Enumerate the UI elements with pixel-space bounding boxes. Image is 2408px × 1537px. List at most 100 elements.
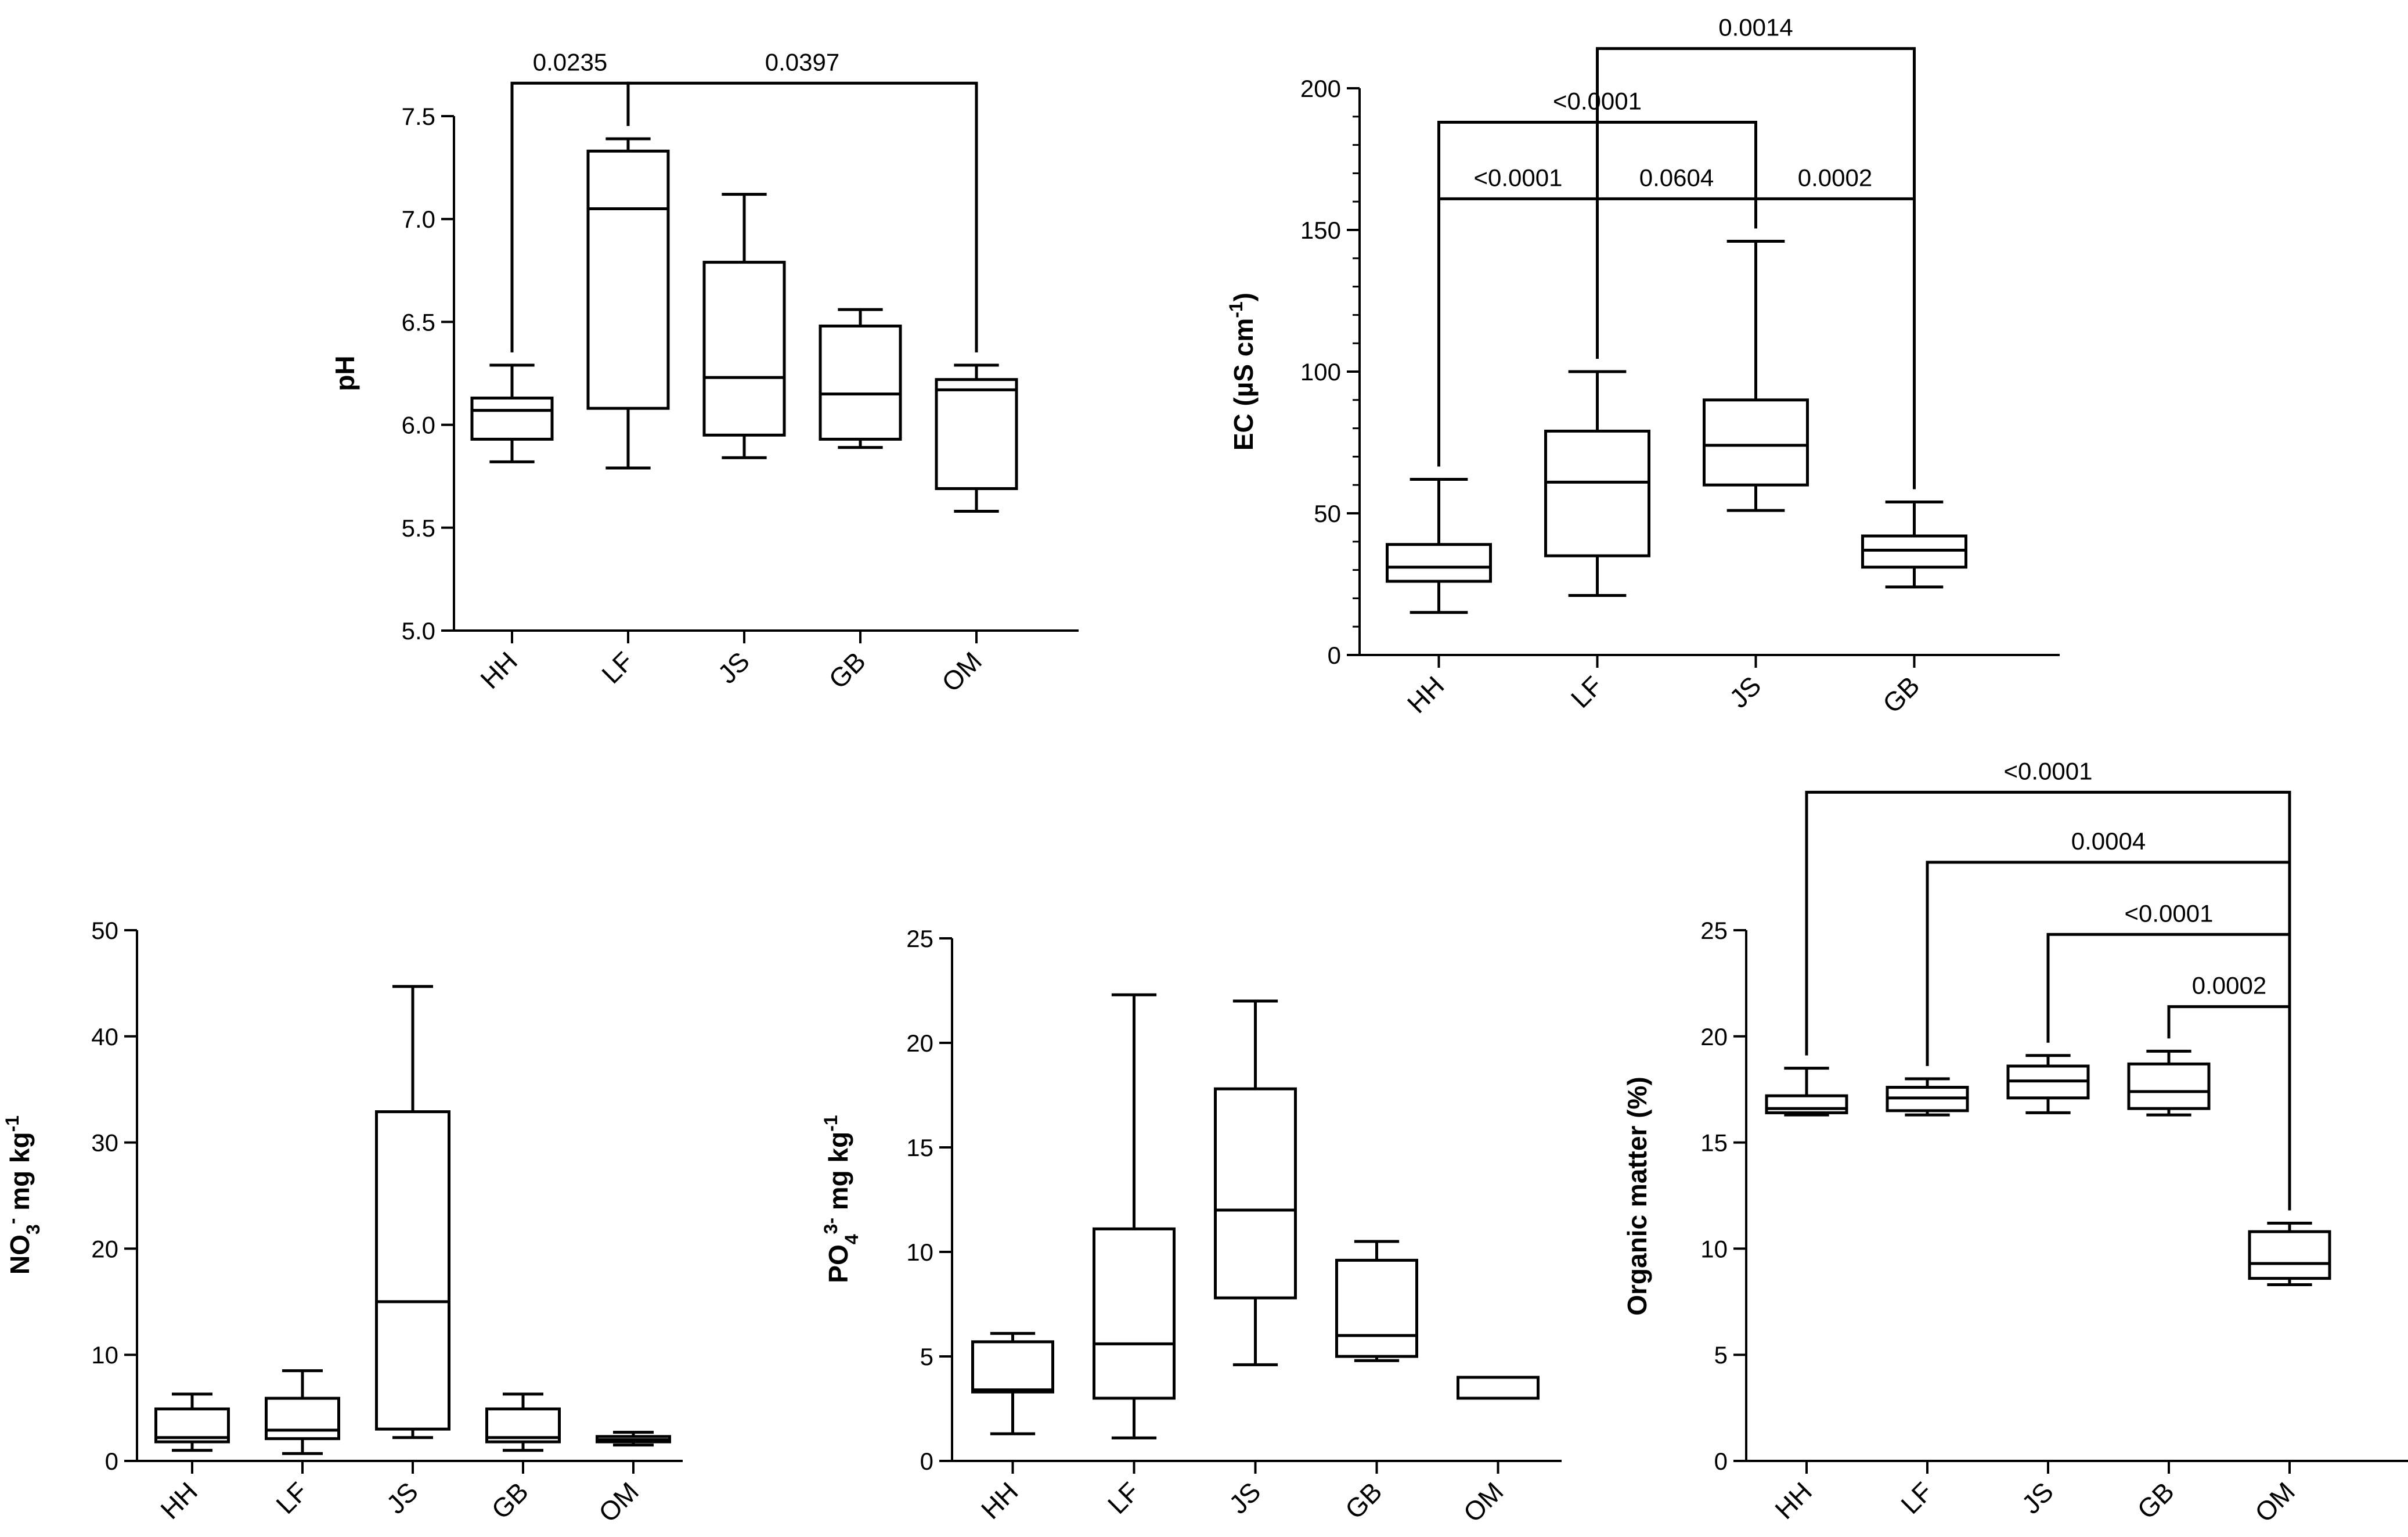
y-tick-label: 5.5 — [402, 514, 435, 542]
box-lf — [1544, 370, 1650, 597]
p-value-label: 0.0004 — [2071, 827, 2146, 855]
box-js — [2006, 1054, 2090, 1114]
box-gb — [819, 308, 902, 449]
box-hh — [971, 1331, 1054, 1435]
box-gb — [1861, 500, 1967, 589]
box-om — [1457, 1376, 1540, 1400]
y-tick-label: 100 — [1300, 358, 1341, 386]
x-tick-label: OM — [2249, 1476, 2301, 1528]
y-tick-label: 150 — [1300, 217, 1341, 244]
iqr-box — [1093, 1227, 1176, 1400]
iqr-box — [819, 324, 902, 441]
y-tick-label: 20 — [906, 1030, 933, 1057]
iqr-box — [702, 261, 786, 437]
box-lf — [586, 137, 670, 470]
p-value-label: 0.0235 — [533, 48, 607, 75]
iqr-box — [1386, 543, 1492, 583]
y-tick-label: 40 — [91, 1023, 118, 1050]
p-value-label: <0.0001 — [1474, 164, 1563, 191]
iqr-box — [265, 1396, 340, 1441]
ph-chart: 5.0 5.5 6.0 6.5 7.0 7.5 pH HH LF JS GB OM 0.0235 0.03… — [330, 48, 1079, 697]
y-tick-label: 10 — [1700, 1235, 1728, 1262]
y-tick-label: 10 — [906, 1239, 933, 1266]
y-tick-label: 20 — [1700, 1023, 1728, 1050]
x-tick-label: GB — [823, 646, 871, 694]
box-gb — [485, 1392, 561, 1452]
ec-chart: 0 50 100 150 200 EC (µS cm-1) HH LF JS GB <0.0001 0… — [1225, 14, 2060, 719]
y-tick-label: 0 — [105, 1448, 118, 1475]
significance-bracket: 0.0004 — [1926, 827, 2291, 1211]
x-tick-label: HH — [1769, 1476, 1818, 1525]
y-tick-label: 200 — [1300, 75, 1341, 102]
iqr-box — [1703, 398, 1809, 487]
box-hh — [470, 363, 554, 463]
p-value-label: <0.0001 — [2004, 757, 2093, 784]
box-lf — [1093, 993, 1176, 1439]
x-tick-label: LF — [1102, 1476, 1145, 1520]
x-tick-label: LF — [1565, 670, 1609, 714]
significance-bracket: <0.0001 — [1437, 164, 1599, 467]
x-tick-label: GB — [1877, 670, 1926, 719]
po4-chart: 0 5 10 15 20 25 PO43- mg kg-1 HH LF JS GB OM — [820, 925, 1562, 1528]
x-tick-label: JS — [1724, 670, 1767, 714]
y-tick-label: 50 — [91, 917, 118, 944]
y-tick-label: 7.5 — [402, 103, 435, 130]
iqr-box — [470, 397, 554, 441]
p-value-label: 0.0397 — [765, 48, 839, 75]
bracket-line — [1805, 790, 2291, 1211]
significance-bracket: 0.0604 — [1596, 164, 1757, 359]
significance-bracket: 0.0397 — [626, 48, 978, 352]
p-value-label: 0.0014 — [1718, 14, 1793, 41]
significance-bracket: <0.0001 — [1805, 757, 2291, 1211]
x-tick-label: GB — [485, 1476, 534, 1525]
x-tick-label: HH — [474, 646, 523, 694]
y-tick-label: 30 — [91, 1129, 118, 1157]
p-value-label: 0.0604 — [1639, 164, 1714, 191]
organic-matter-chart: 0 5 10 15 20 25 Organic matter (%) HH LF JS GB OM 0.… — [1622, 757, 2408, 1528]
iqr-box — [1544, 429, 1650, 557]
iqr-box — [2248, 1230, 2331, 1280]
box-hh — [1765, 1067, 1848, 1117]
y-tick-label: 15 — [906, 1134, 933, 1161]
y-tick-label: 0 — [1714, 1448, 1728, 1475]
box-om — [935, 363, 1018, 513]
box-js — [1703, 240, 1809, 512]
y-tick-label: 20 — [91, 1235, 118, 1262]
significance-bracket: 0.0014 — [1596, 14, 1916, 489]
box-js — [375, 985, 450, 1439]
iqr-box — [1457, 1376, 1540, 1400]
x-tick-label: OM — [593, 1476, 644, 1528]
y-tick-label: 50 — [1314, 500, 1341, 527]
x-tick-label: LF — [1895, 1476, 1938, 1520]
box-js — [1214, 999, 1297, 1366]
bracket-line — [1596, 47, 1916, 489]
bracket-line — [1437, 197, 1599, 467]
x-tick-label: OM — [1457, 1476, 1509, 1528]
p-value-label: 0.0002 — [1798, 164, 1872, 191]
y-axis-label: Organic matter (%) — [1622, 1077, 1652, 1316]
x-tick-label: HH — [1401, 670, 1450, 719]
x-tick-label: GB — [2131, 1476, 2180, 1525]
y-tick-label: 5 — [1714, 1341, 1728, 1369]
y-tick-label: 5 — [920, 1343, 933, 1370]
box-om — [596, 1431, 671, 1447]
x-tick-label: JS — [380, 1476, 424, 1520]
y-tick-label: 25 — [906, 925, 933, 952]
x-tick-label: OM — [936, 646, 987, 697]
x-tick-label: JS — [2016, 1476, 2059, 1520]
no3-chart: 0 10 20 30 40 50 NO3- mg kg-1 HH LF JS GB OM — [2, 917, 683, 1528]
y-tick-label: 25 — [1700, 917, 1728, 944]
iqr-box — [1335, 1258, 1418, 1358]
y-axis-label: PO43- mg kg-1 — [820, 1115, 862, 1283]
box-js — [702, 193, 786, 459]
y-axis-label: pH — [330, 355, 360, 391]
y-axis-label: EC (µS cm-1) — [1225, 293, 1259, 451]
iqr-box — [375, 1110, 450, 1431]
y-tick-label: 6.5 — [402, 308, 435, 336]
box-lf — [265, 1369, 340, 1455]
x-tick-label: LF — [596, 646, 639, 689]
box-gb — [1335, 1240, 1418, 1362]
x-tick-label: LF — [270, 1476, 313, 1520]
y-tick-label: 7.0 — [402, 206, 435, 233]
